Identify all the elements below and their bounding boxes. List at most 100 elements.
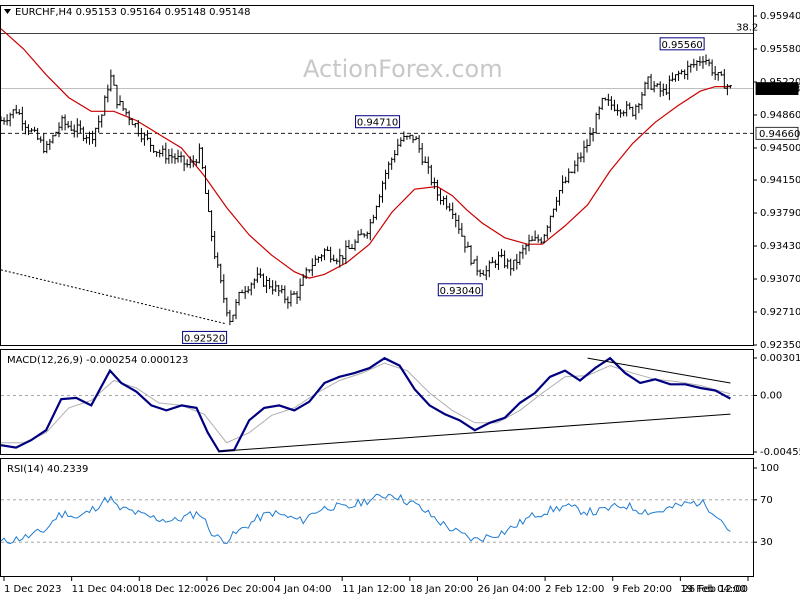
ohlc-bar [616, 104, 620, 116]
ohlc-bar [145, 130, 149, 141]
ohlc-bar [8, 112, 12, 127]
ohlc-bar [600, 97, 604, 110]
pivot-label-box [437, 283, 483, 297]
pivot-label-text: 0.92520 [184, 333, 225, 344]
price-pane [0, 5, 754, 346]
ohlc-bar [390, 157, 394, 170]
ohlc-bar [579, 152, 583, 163]
time-axis-label: 26 Dec 20:00 [207, 584, 274, 595]
ohlc-bar [316, 256, 320, 263]
ohlc-bar [701, 55, 705, 69]
ohlc-bar [585, 139, 589, 153]
ohlc-bar [289, 290, 293, 307]
ohlc-bar [30, 128, 34, 133]
ohlc-bar [97, 115, 101, 133]
rsi-axis-label: 30 [760, 537, 773, 548]
ohlc-bar [588, 127, 592, 147]
ohlc-bar [643, 81, 647, 96]
ohlc-bar [243, 285, 247, 299]
ohlc-bar [115, 84, 119, 109]
time-axis-label: 11 Jan 12:00 [342, 584, 405, 595]
ohlc-bar [554, 196, 558, 212]
ohlc-bar [670, 72, 674, 82]
ohlc-bar [533, 230, 537, 241]
ohlc-bar [396, 138, 400, 156]
price-axis-label: 0.94500 [760, 143, 800, 154]
ohlc-bar [176, 149, 180, 163]
ohlc-bar [594, 112, 598, 134]
price-tag-text: 0.94660 [759, 129, 800, 140]
ohlc-bar [558, 189, 562, 206]
ohlc-bar [319, 254, 323, 262]
ohlc-bar [161, 145, 165, 157]
ohlc-bar [481, 269, 485, 276]
ohlc-bar [42, 133, 46, 154]
ohlc-bar [622, 110, 626, 117]
ohlc-bar [460, 223, 464, 237]
ohlc-bar [66, 121, 70, 129]
ohlc-bar [606, 93, 610, 106]
ohlc-bar [674, 74, 678, 82]
ohlc-bar [216, 252, 220, 268]
ohlc-bar [536, 234, 540, 243]
ohlc-bar [84, 134, 88, 144]
triangle-down-icon[interactable] [4, 9, 11, 14]
ohlc-bar [152, 144, 156, 153]
time-axis-label: 9 Feb 20:00 [613, 584, 672, 595]
ohlc-bar [121, 101, 125, 111]
price-axis-label: 0.93430 [760, 241, 800, 252]
ohlc-bar [5, 114, 9, 126]
ohlc-bar [457, 215, 461, 234]
ohlc-bar [619, 109, 623, 118]
price-axis-label: 0.95580 [760, 44, 800, 55]
ohlc-bar [716, 72, 720, 81]
ohlc-bar [603, 97, 607, 101]
ohlc-bar [20, 106, 24, 131]
ohlc-bar [713, 66, 717, 81]
ohlc-bar [225, 297, 229, 317]
rsi-axis-label: 70 [760, 495, 773, 506]
ohlc-bar [451, 202, 455, 219]
ohlc-bar [658, 81, 662, 97]
ohlc-bar [280, 285, 284, 294]
ohlc-bar [414, 135, 418, 141]
ohlc-bar [442, 196, 446, 206]
ohlc-bar [100, 114, 104, 128]
time-axis-label: 26 Jan 04:00 [477, 584, 540, 595]
ohlc-bar [39, 136, 43, 143]
level-price-tag: 0.94660 [755, 126, 800, 140]
ohlc-bar [359, 228, 363, 236]
ohlc-bar [2, 117, 6, 125]
ohlc-bar [283, 285, 287, 304]
pivot-label-box [182, 330, 228, 344]
ohlc-bar [634, 104, 638, 120]
ohlc-bar [527, 234, 531, 252]
ohlc-bar [173, 153, 177, 164]
ohlc-bar [63, 114, 67, 131]
time-axis-label: 1 Dec 2023 [4, 584, 62, 595]
ohlc-bar [704, 54, 708, 65]
window-menu-icon[interactable] [4, 9, 11, 14]
ohlc-bar [0, 116, 3, 122]
ohlc-bar [304, 267, 308, 279]
ohlc-bar [48, 138, 52, 150]
ohlc-bar [591, 127, 595, 142]
ohlc-bar [265, 276, 269, 294]
macd-axis-label: -0.00455 [760, 447, 800, 458]
ohlc-bar [109, 69, 113, 92]
ohlc-bar [506, 258, 510, 269]
ohlc-bar [127, 110, 131, 126]
ohlc-bar [469, 245, 473, 266]
ohlc-bar [341, 255, 345, 265]
ohlc-bar [310, 258, 314, 277]
ohlc-bar [252, 278, 256, 289]
pivot-label-text: 0.95560 [661, 40, 702, 51]
ohlc-bar [332, 254, 336, 262]
ohlc-bar [405, 135, 409, 140]
price-axis-label: 0.94150 [760, 175, 800, 186]
rsi-pane-title: RSI(14) 40.2339 [7, 464, 88, 475]
ohlc-bar [652, 81, 656, 93]
ohlc-bar [423, 156, 427, 164]
ohlc-bar [112, 74, 116, 86]
